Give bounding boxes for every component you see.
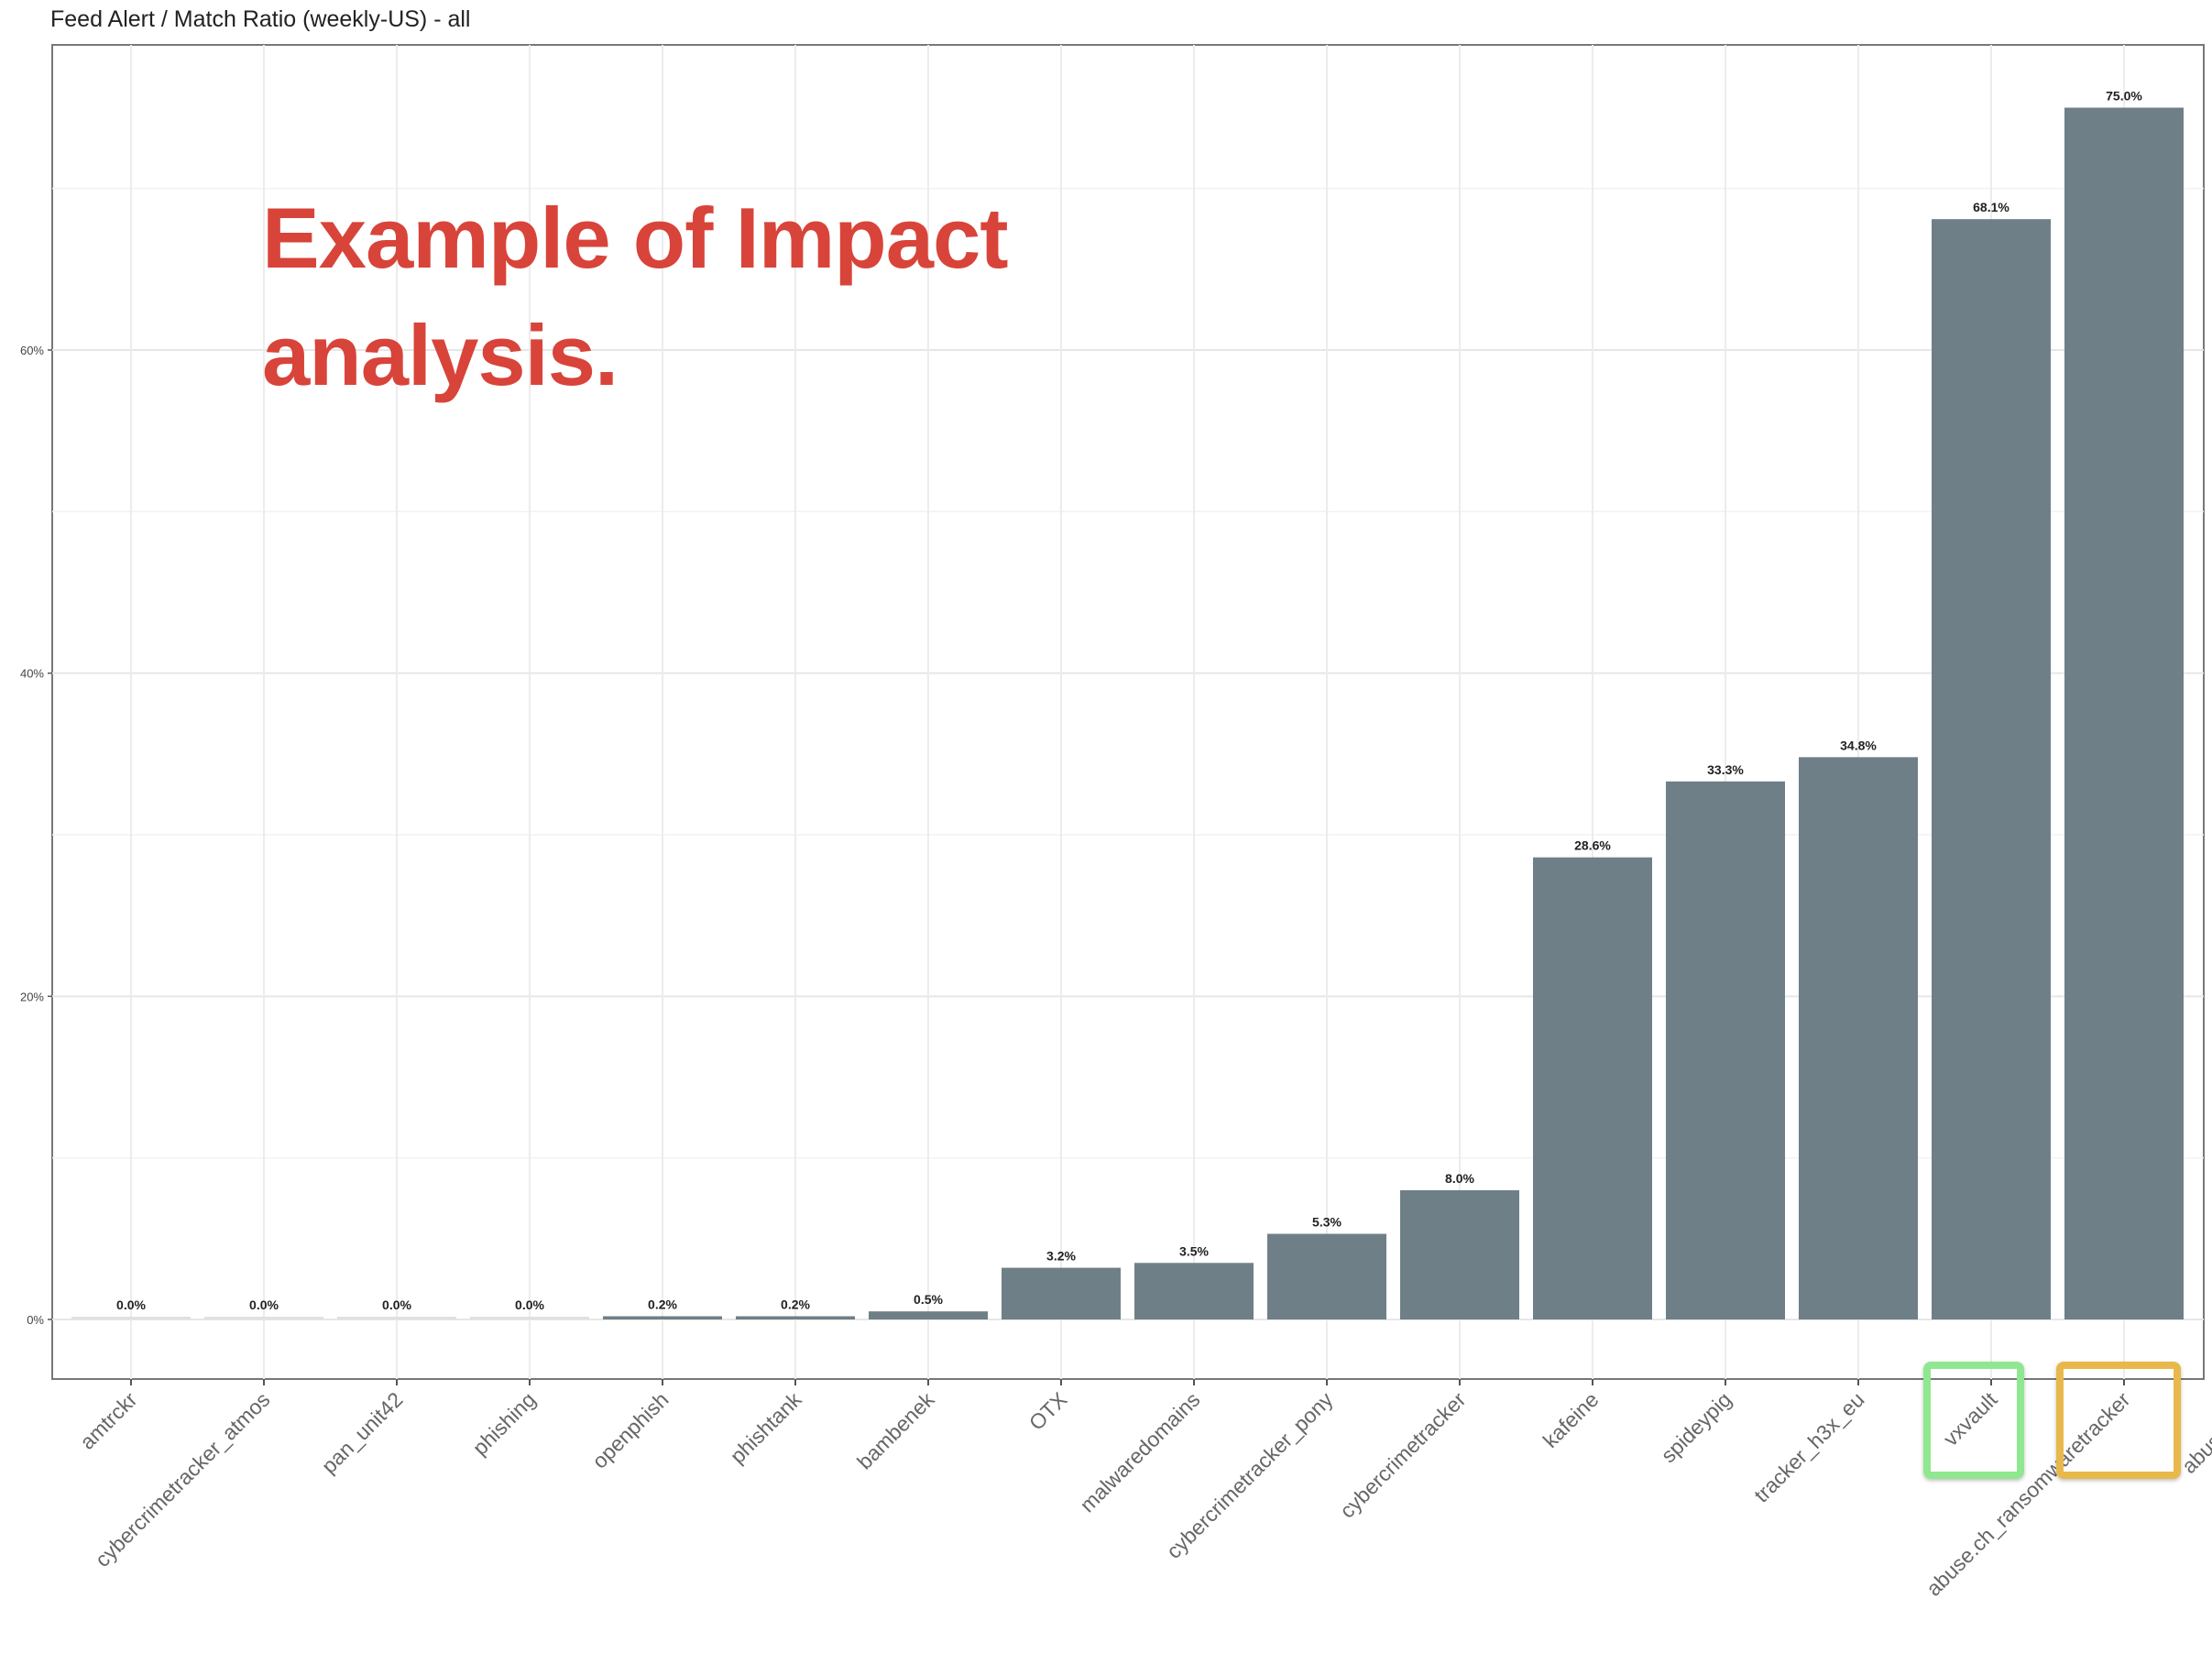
data-label: 34.8% (1840, 738, 1877, 752)
bar-cybercrimetracker_pony (1267, 1233, 1386, 1319)
highlight-box-vxvault (1923, 1362, 2024, 1479)
data-label: 0.0% (116, 1297, 146, 1312)
x-tick-label: kafeine (1539, 1387, 1604, 1452)
y-tick-label: 0% (27, 1313, 44, 1327)
bar-amtrckr (71, 1317, 191, 1319)
bar-cybercrimetracker_atmos (204, 1317, 323, 1319)
data-label: 0.5% (914, 1292, 943, 1307)
x-tick-label: OTX (1024, 1387, 1072, 1435)
x-tick-label-clipped: abuse.ch_r (2177, 1387, 2212, 1478)
bar-phishing (470, 1317, 589, 1319)
data-label: 5.3% (1312, 1215, 1341, 1230)
x-tick-label: amtrckr (75, 1387, 142, 1454)
bar-vxvault (1932, 219, 2051, 1319)
bar-malwaredomains (1134, 1263, 1254, 1319)
y-axis: 0% 20% 40% 60% (20, 344, 52, 1327)
bar-kafeine (1533, 857, 1652, 1319)
x-tick-label: phishing (468, 1387, 541, 1460)
data-label: 0.0% (382, 1297, 411, 1312)
highlight-box-ransomwaretracker (2056, 1362, 2181, 1479)
data-label: 3.5% (1179, 1243, 1209, 1258)
bar-spideypig (1666, 781, 1785, 1319)
bar-abuse.ch_ransomwaretracker (2064, 107, 2184, 1319)
annotation-line-1: Example of Impact (262, 190, 1009, 286)
bar-bambenek (869, 1311, 988, 1319)
x-tick-label: malwaredomains (1075, 1387, 1204, 1516)
x-tick-label: spideypig (1656, 1387, 1736, 1467)
bars (71, 107, 2184, 1319)
data-label: 0.0% (515, 1297, 544, 1312)
x-tick-label: openphish (587, 1387, 673, 1472)
bar-cybercrimetracker (1400, 1189, 1519, 1319)
x-tick-label: cybercrimetracker (1335, 1387, 1471, 1523)
x-tick-label: bambenek (852, 1387, 939, 1474)
data-labels: 0.0% 0.0% 0.0% 0.0% 0.2% 0.2% 0.5% 3.2% 3.5% 5.3%… (116, 89, 2142, 1313)
data-label: 0.2% (648, 1297, 677, 1311)
data-label: 8.0% (1445, 1171, 1474, 1186)
chart-title: Feed Alert / Match Ratio (weekly-US) - a… (50, 6, 470, 32)
data-label: 0.2% (781, 1297, 810, 1311)
y-tick-label: 60% (20, 344, 44, 357)
x-tick-label: pan_unit42 (317, 1387, 408, 1478)
data-label: 0.0% (249, 1297, 279, 1312)
data-label: 68.1% (1973, 200, 2009, 214)
data-label: 3.2% (1046, 1249, 1076, 1264)
bar-openphish (603, 1316, 722, 1319)
bar-OTX (1002, 1267, 1121, 1319)
data-label: 75.0% (2106, 89, 2142, 104)
bar-phishtank (736, 1316, 855, 1319)
x-tick-label: tracker_h3x_eu (1749, 1387, 1868, 1506)
data-label: 28.6% (1574, 838, 1611, 853)
data-label: 33.3% (1707, 762, 1744, 777)
y-tick-label: 40% (20, 667, 44, 681)
impact-annotation: Example of Impact analysis. (262, 180, 1009, 414)
y-tick-label: 20% (20, 990, 44, 1003)
annotation-line-2: analysis. (262, 307, 619, 403)
bar-tracker_h3x_eu (1799, 757, 1918, 1319)
x-tick-label: phishtank (726, 1387, 806, 1468)
bar-pan_unit42 (337, 1317, 456, 1319)
